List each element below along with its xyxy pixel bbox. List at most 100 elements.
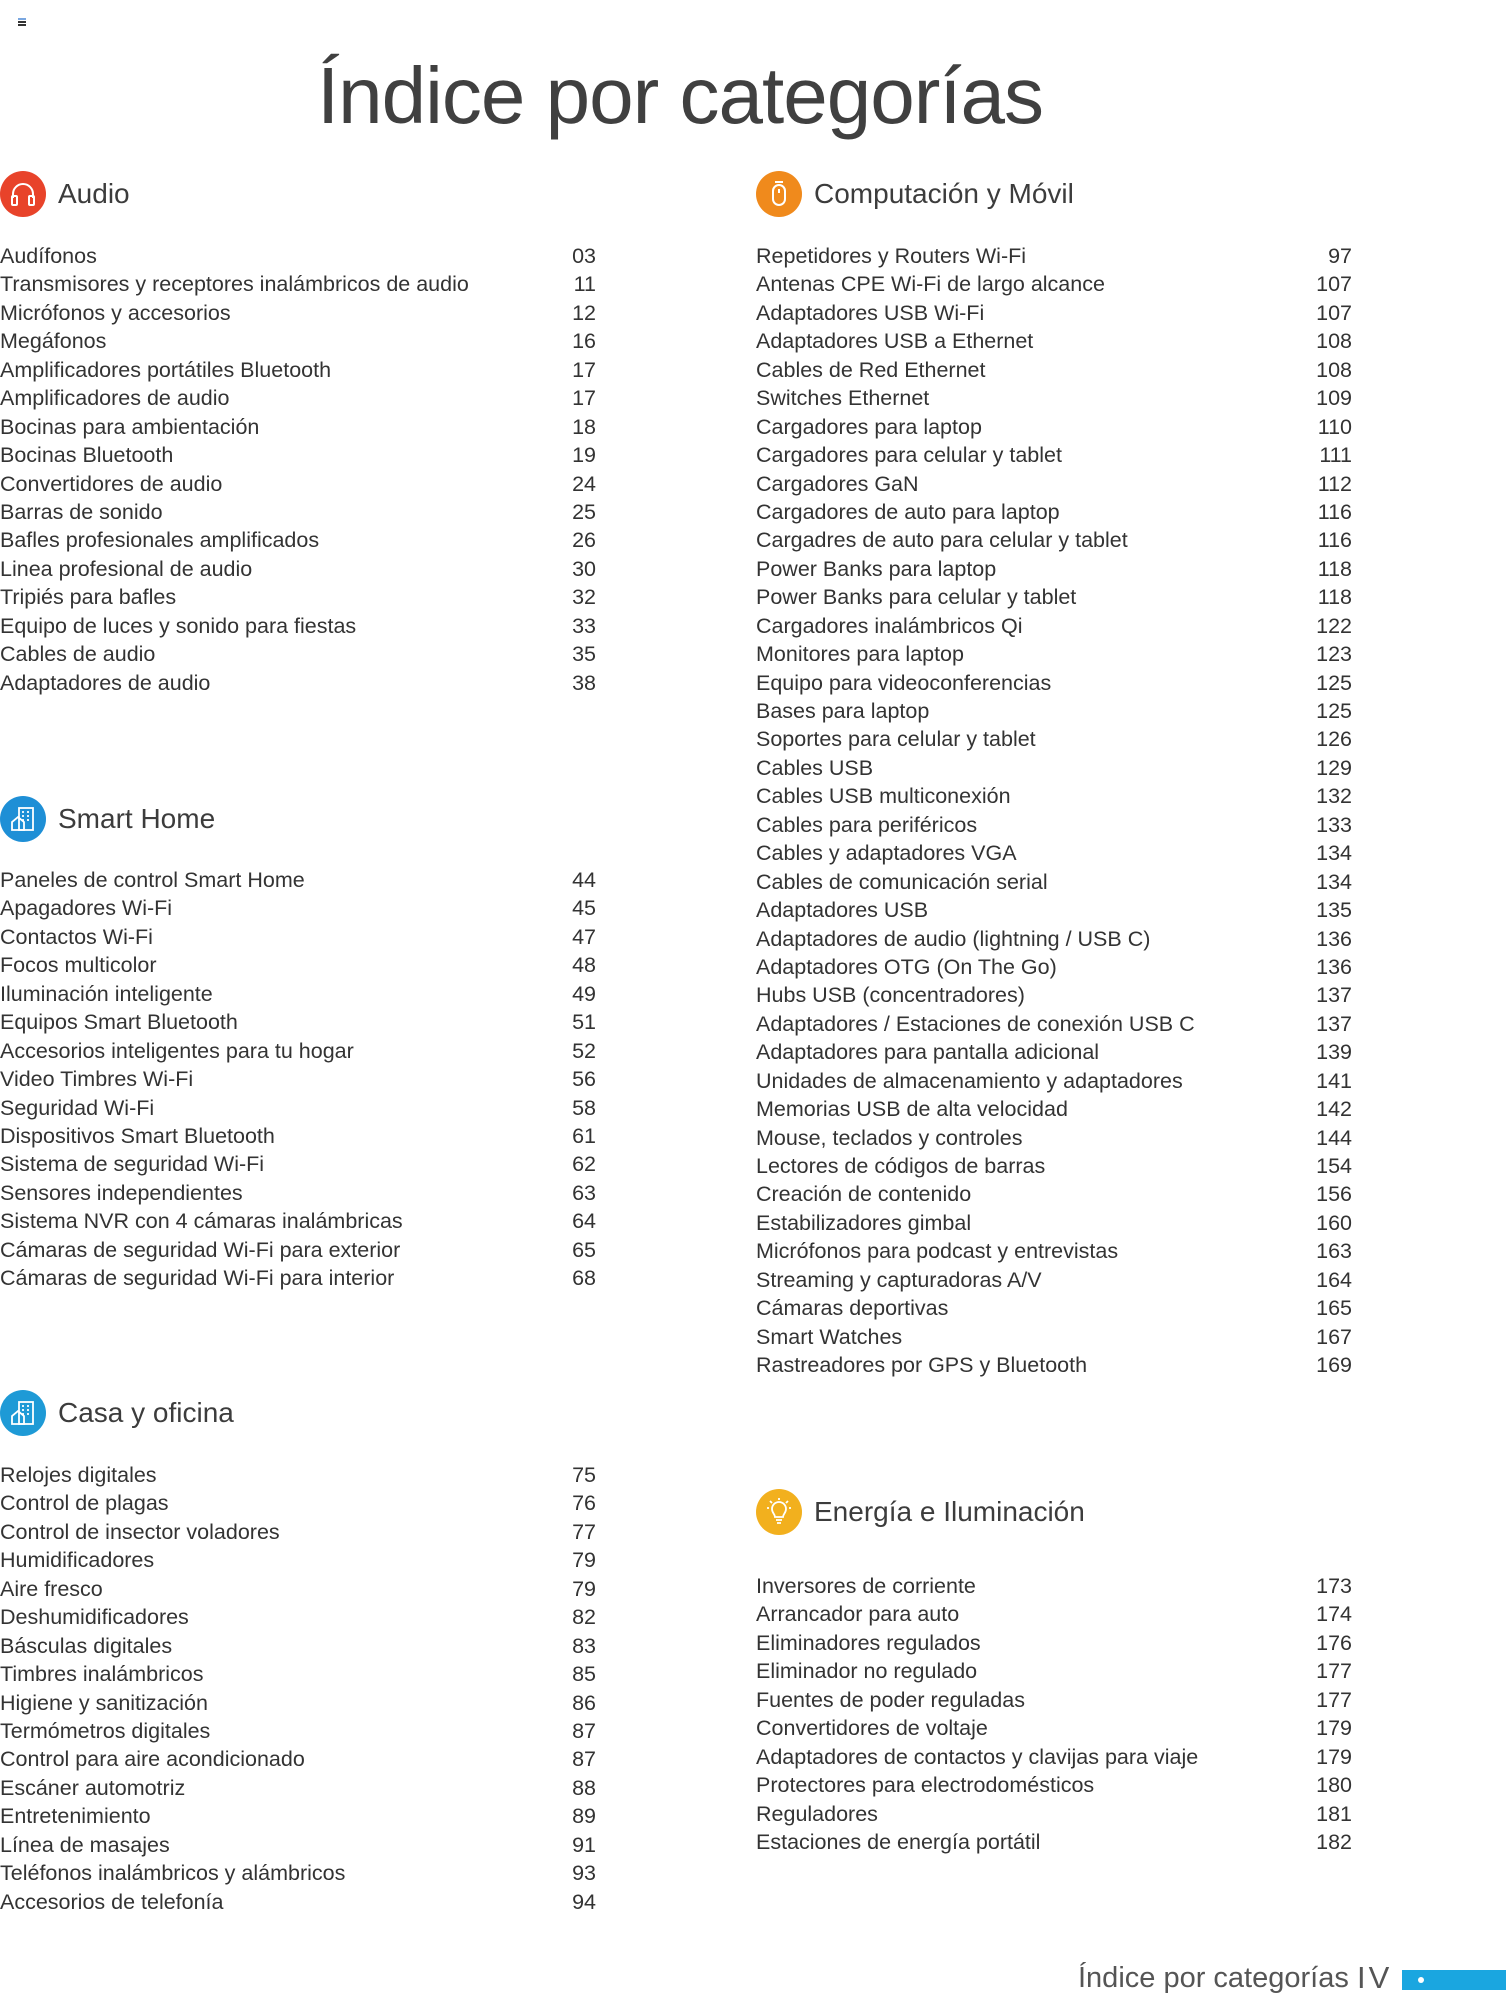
entry-label: Switches Ethernet xyxy=(756,386,930,411)
entry-page: 68 xyxy=(572,1266,596,1291)
index-entry: Arrancador para auto 174 xyxy=(756,1600,1352,1628)
entry-page: 125 xyxy=(1316,670,1352,695)
entry-page: 11 xyxy=(573,272,596,297)
entry-page: 24 xyxy=(572,471,596,496)
entry-page: 163 xyxy=(1316,1239,1352,1264)
entry-label: Memorias USB de alta velocidad xyxy=(756,1097,1068,1122)
index-entry: Seguridad Wi-Fi 58 xyxy=(0,1094,596,1122)
entry-page: 79 xyxy=(572,1548,596,1573)
entry-page: 137 xyxy=(1316,983,1352,1008)
entry-label: Adaptadores de contactos y clavijas para… xyxy=(756,1744,1199,1769)
entry-label: Termómetros digitales xyxy=(0,1718,211,1743)
entry-label: Sistema de seguridad Wi-Fi xyxy=(0,1152,265,1177)
entry-label: Cámaras de seguridad Wi-Fi para exterior xyxy=(0,1237,401,1262)
page-title: Índice por categorías xyxy=(316,50,1044,140)
entry-label: Smart Watches xyxy=(756,1324,903,1349)
index-entry: Video Timbres Wi-Fi 56 xyxy=(0,1065,596,1093)
entry-label: Megáfonos xyxy=(0,329,107,354)
footer-accent-bar xyxy=(1402,1970,1506,1990)
entry-page: 136 xyxy=(1316,954,1352,979)
index-entry: Cables USB multiconexión 132 xyxy=(756,782,1352,810)
entry-label: Cámaras de seguridad Wi-Fi para interior xyxy=(0,1266,395,1291)
index-entry: Accesorios de telefonía 94 xyxy=(0,1888,596,1916)
index-entry: Adaptadores USB 135 xyxy=(756,896,1352,924)
index-entry: Apagadores Wi-Fi 45 xyxy=(0,894,596,922)
index-entry: Sistema de seguridad Wi-Fi 62 xyxy=(0,1150,596,1178)
index-entry: Soportes para celular y tablet 126 xyxy=(756,725,1352,753)
entry-page: 97 xyxy=(1328,244,1352,268)
entry-page: 87 xyxy=(572,1718,596,1743)
entry-label: Relojes digitales xyxy=(0,1463,157,1487)
entry-label: Cargadores de auto para laptop xyxy=(756,499,1060,524)
index-entry: Adaptadores de audio 38 xyxy=(0,669,596,697)
entry-label: Bocinas Bluetooth xyxy=(0,443,174,468)
building-icon xyxy=(0,1390,46,1436)
entry-page: 75 xyxy=(572,1463,596,1487)
entry-page: 94 xyxy=(572,1889,596,1914)
entry-page: 126 xyxy=(1316,727,1352,752)
index-entry: Switches Ethernet 109 xyxy=(756,384,1352,412)
entry-page: 110 xyxy=(1317,414,1352,439)
entry-label: Sensores independientes xyxy=(0,1180,243,1205)
section-title: Casa y oficina xyxy=(58,1397,234,1428)
entry-label: Soportes para celular y tablet xyxy=(756,727,1036,752)
index-entry: Adaptadores USB a Ethernet 108 xyxy=(756,327,1352,355)
index-entry: Escáner automotriz 88 xyxy=(0,1774,596,1802)
index-entry: Contactos Wi-Fi 47 xyxy=(0,923,596,951)
entry-label: Estaciones de energía portátil xyxy=(756,1829,1041,1854)
entry-label: Amplificadores de audio xyxy=(0,386,230,411)
index-entry: Antenas CPE Wi-Fi de largo alcance 107 xyxy=(756,270,1352,298)
entry-page: 169 xyxy=(1316,1353,1352,1378)
index-entry: Cargadores para laptop 110 xyxy=(756,413,1352,441)
entry-label: Linea profesional de audio xyxy=(0,556,253,581)
entry-label: Fuentes de poder reguladas xyxy=(756,1687,1025,1712)
index-entry: Smart Watches 167 xyxy=(756,1323,1352,1351)
entry-page: 167 xyxy=(1316,1324,1352,1349)
entry-page: 180 xyxy=(1316,1773,1352,1798)
entry-label: Cargadres de auto para celular y tablet xyxy=(756,528,1128,553)
index-entry: Rastreadores por GPS y Bluetooth 169 xyxy=(756,1351,1352,1379)
entry-label: Bases para laptop xyxy=(756,699,930,723)
index-entry: Adaptadores de contactos y clavijas para… xyxy=(756,1743,1352,1771)
index-entry: Control de plagas 76 xyxy=(0,1489,596,1517)
index-entry: Iluminación inteligente 49 xyxy=(0,980,596,1008)
entry-label: Bafles profesionales amplificados xyxy=(0,528,320,553)
entry-label: Básculas digitales xyxy=(0,1633,173,1658)
entry-page: 154 xyxy=(1316,1154,1352,1178)
entry-page: 32 xyxy=(572,585,596,610)
entry-label: Teléfonos inalámbricos y alámbricos xyxy=(0,1861,346,1886)
entry-label: Eliminador no regulado xyxy=(756,1659,978,1684)
index-entry: Cargadores para celular y tablet 111 xyxy=(756,441,1352,469)
entry-label: Equipo de luces y sonido para fiestas xyxy=(0,613,357,638)
index-entry: Cables para periféricos 133 xyxy=(756,811,1352,839)
index-entry: Control de insector voladores 77 xyxy=(0,1518,596,1546)
entry-label: Apagadores Wi-Fi xyxy=(0,896,173,921)
entry-label: Antenas CPE Wi-Fi de largo alcance xyxy=(756,272,1105,297)
entry-label: Cargadores para laptop xyxy=(756,414,982,439)
entry-page: 17 xyxy=(572,357,596,382)
entry-page: 116 xyxy=(1317,499,1352,524)
footer-label: Índice por categorías xyxy=(1078,1962,1349,1994)
index-entry: Bocinas para ambientación 18 xyxy=(0,413,596,441)
index-entry: Power Banks para celular y tablet 118 xyxy=(756,583,1352,611)
entry-page: 77 xyxy=(572,1519,596,1544)
entry-page: 107 xyxy=(1316,300,1352,325)
entry-page: 33 xyxy=(572,613,596,638)
index-entry: Básculas digitales 83 xyxy=(0,1632,596,1660)
entry-page: 19 xyxy=(572,443,596,468)
entry-page: 65 xyxy=(572,1237,596,1262)
index-entry: Estabilizadores gimbal 160 xyxy=(756,1209,1352,1237)
entry-page: 132 xyxy=(1316,784,1352,809)
index-entry: Creación de contenido 156 xyxy=(756,1180,1352,1208)
index-entry: Megáfonos 16 xyxy=(0,327,596,355)
index-entry: Deshumidificadores 82 xyxy=(0,1603,596,1631)
entry-label: Barras de sonido xyxy=(0,499,163,524)
entry-page: 56 xyxy=(572,1067,596,1092)
index-entry: Cargadres de auto para celular y tablet 1… xyxy=(756,526,1352,554)
entry-page: 112 xyxy=(1317,471,1352,496)
index-entry: Cables de Red Ethernet 108 xyxy=(756,356,1352,384)
index-entry: Teléfonos inalámbricos y alámbricos 93 xyxy=(0,1859,596,1887)
index-entry: Audífonos 03 xyxy=(0,242,596,270)
index-entry: Linea profesional de audio 30 xyxy=(0,555,596,583)
entry-label: Rastreadores por GPS y Bluetooth xyxy=(756,1353,1088,1378)
